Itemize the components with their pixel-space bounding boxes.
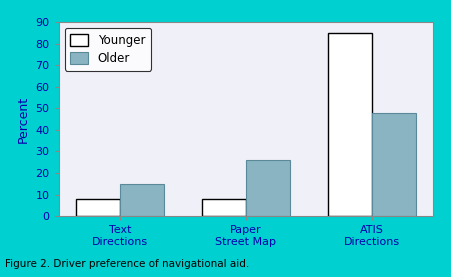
Bar bbox=[202, 199, 246, 216]
Legend: Younger, Older: Younger, Older bbox=[64, 28, 151, 71]
Bar bbox=[372, 113, 416, 216]
Bar bbox=[328, 33, 372, 216]
Bar bbox=[246, 160, 290, 216]
Text: Figure 2. Driver preference of navigational aid.: Figure 2. Driver preference of navigatio… bbox=[5, 259, 249, 269]
Bar bbox=[76, 199, 120, 216]
Bar bbox=[120, 184, 164, 216]
Y-axis label: Percent: Percent bbox=[17, 96, 30, 143]
